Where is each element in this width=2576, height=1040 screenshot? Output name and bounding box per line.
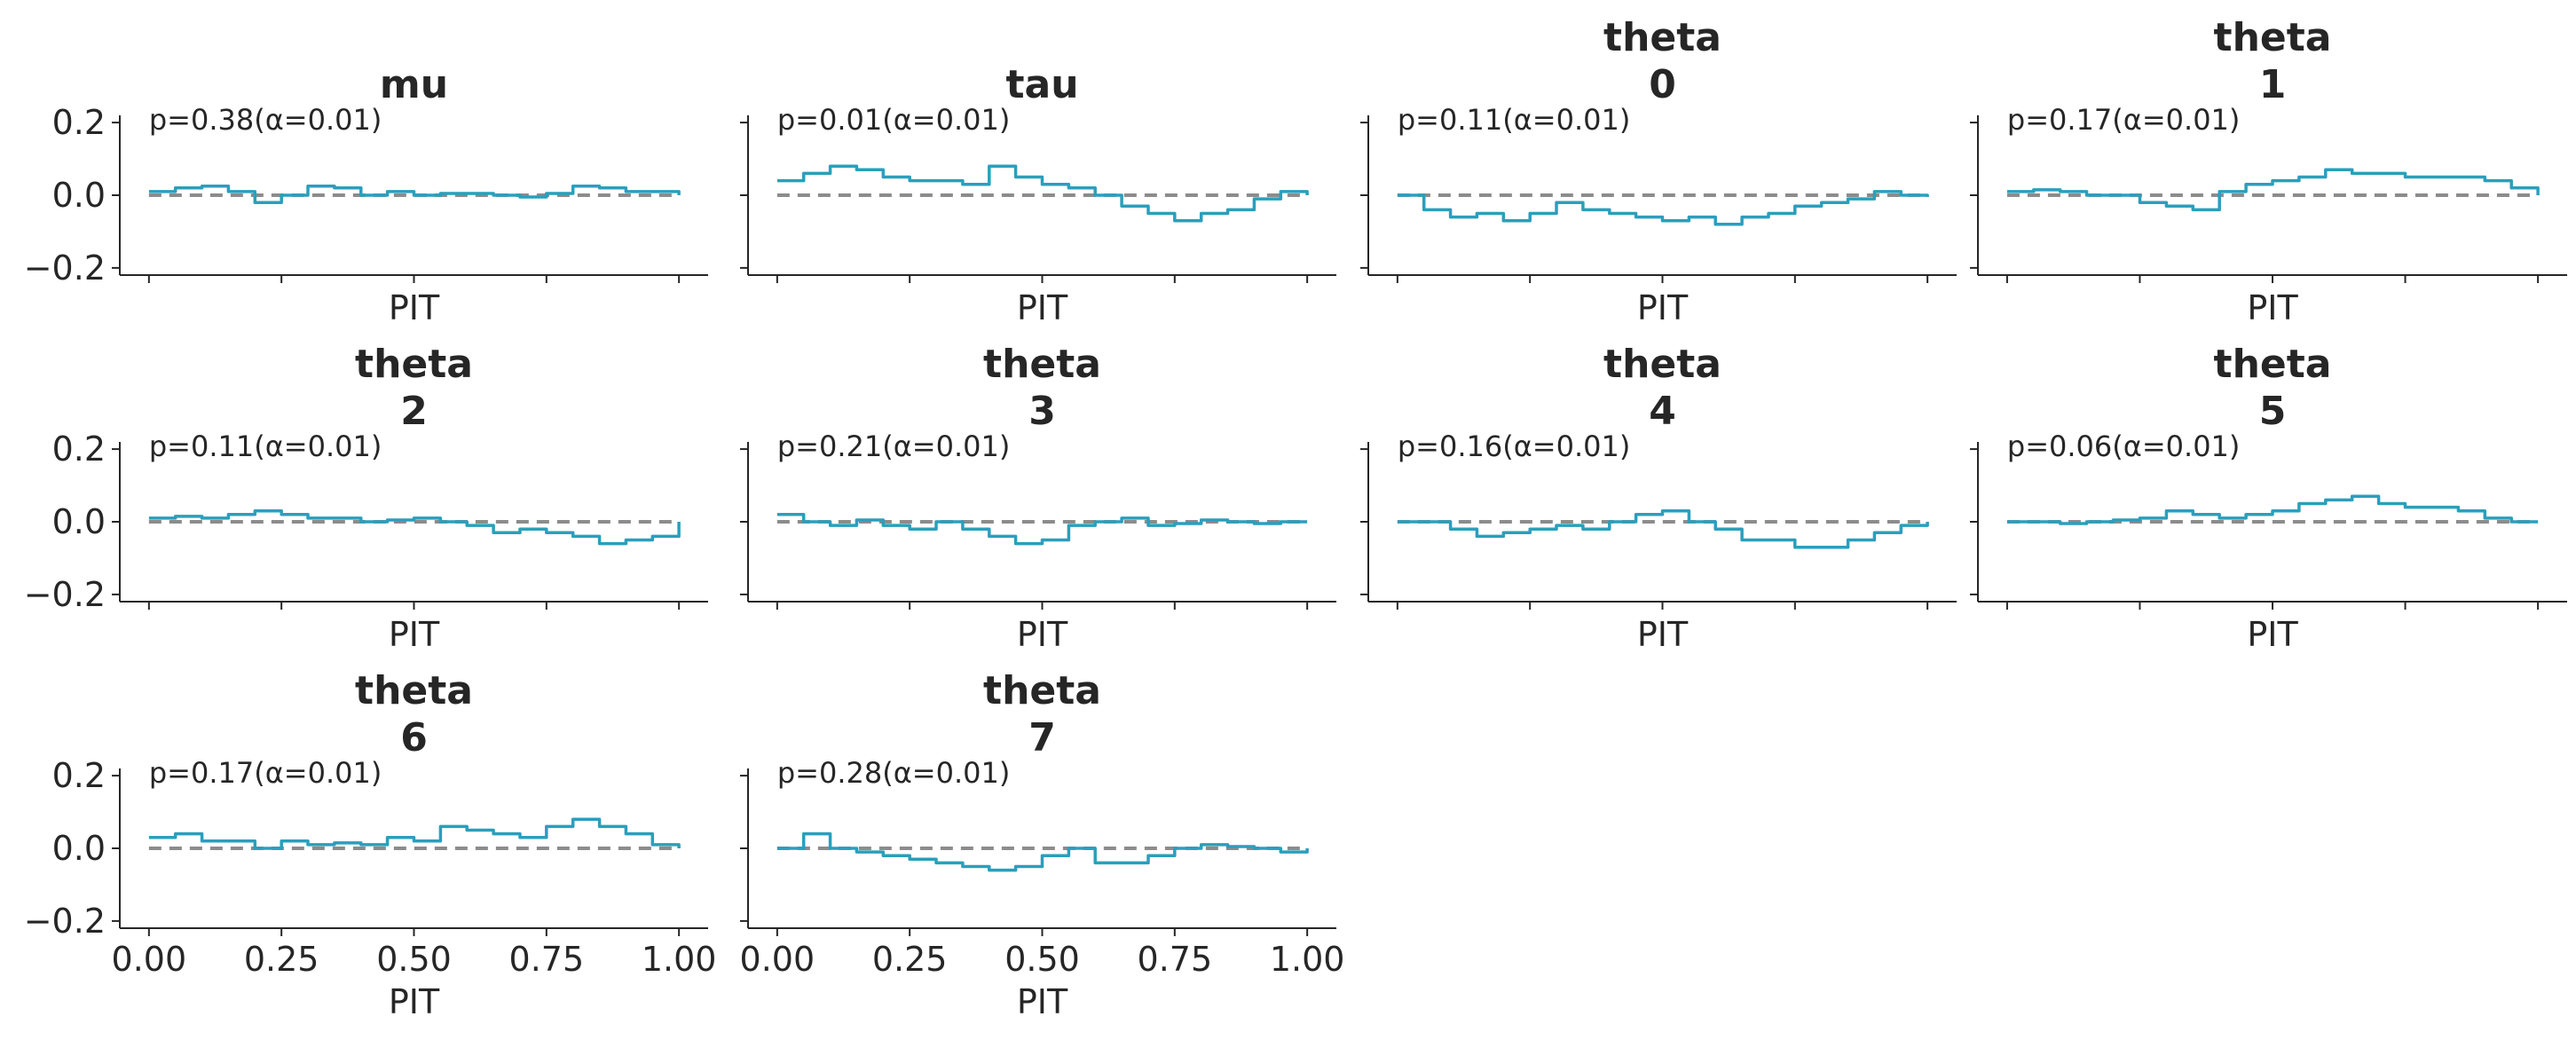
x-tick-label: 0.75 [509, 940, 585, 979]
x-axis-label: PIT [1017, 288, 1068, 327]
x-axis-label: PIT [1637, 288, 1689, 327]
x-axis-label: PIT [1017, 615, 1068, 654]
x-tick-label: 1.00 [1270, 940, 1345, 979]
panel-title: mu [380, 62, 448, 107]
y-tick-label: −0.2 [24, 575, 106, 614]
panel-title: 2 [400, 389, 428, 434]
x-axis-label: PIT [389, 615, 440, 654]
x-tick-label: 1.00 [642, 940, 717, 979]
ecdf-difference-line [148, 508, 681, 546]
p-value-annotation: p=0.16(α=0.01) [1398, 429, 1631, 463]
p-value-annotation: p=0.38(α=0.01) [149, 103, 382, 137]
y-tick-label: −0.2 [24, 902, 106, 941]
p-value-annotation: p=0.28(α=0.01) [777, 756, 1010, 790]
ecdf-difference-line [776, 831, 1309, 872]
p-value-annotation: p=0.17(α=0.01) [149, 756, 382, 790]
panel-title: 1 [2259, 62, 2287, 107]
panel-0: 0.2 0.0 −0.2 PIT mup=0.38(α=0.01) [24, 62, 708, 327]
p-value-annotation: p=0.01(α=0.01) [777, 103, 1010, 137]
ecdf-difference-line [1397, 190, 1929, 226]
panel-title: theta [2214, 342, 2332, 387]
panel-8: 0.2 0.0 −0.20.00 0.25 0.50 0.75 1.00 PIT theta6p… [24, 668, 717, 1021]
y-tick-label: 0.0 [52, 176, 106, 215]
x-axis-label: PIT [2247, 288, 2298, 327]
panel-title: theta [1603, 15, 1721, 60]
panel-title: theta [1603, 342, 1721, 387]
panel-title: 7 [1028, 715, 1056, 760]
p-value-annotation: p=0.06(α=0.01) [2007, 429, 2241, 463]
p-value-annotation: p=0.21(α=0.01) [777, 429, 1010, 463]
ecdf-difference-line [1397, 508, 1929, 549]
panel-title: tau [1005, 62, 1078, 107]
x-tick-label: 0.25 [872, 940, 948, 979]
panel-title: theta [355, 668, 473, 713]
x-tick-label: 0.00 [740, 940, 815, 979]
x-tick-label: 0.50 [376, 940, 452, 979]
panel-title: 6 [400, 715, 428, 760]
y-tick-label: −0.2 [24, 248, 106, 288]
x-axis-label: PIT [389, 982, 440, 1021]
y-tick-label: 0.2 [52, 429, 106, 469]
p-value-annotation: p=0.11(α=0.01) [149, 429, 382, 463]
panel-title: 0 [1649, 62, 1676, 107]
ecdf-difference-line [2006, 494, 2539, 525]
x-tick-label: 0.75 [1138, 940, 1213, 979]
panel-title: theta [983, 342, 1101, 387]
x-tick-label: 0.25 [244, 940, 319, 979]
panel-title: theta [355, 342, 473, 387]
panel-title: 3 [1028, 389, 1056, 434]
p-value-annotation: p=0.11(α=0.01) [1398, 103, 1631, 137]
y-tick-label: 0.2 [52, 756, 106, 795]
panel-title: 4 [1649, 389, 1676, 434]
ecdf-difference-line [2006, 168, 2540, 212]
x-tick-label: 0.50 [1004, 940, 1080, 979]
ecdf-difference-line [776, 513, 1308, 546]
x-tick-label: 0.00 [112, 940, 187, 979]
panel-title: theta [983, 668, 1101, 713]
y-tick-label: 0.0 [52, 829, 106, 868]
ecdf-difference-line [776, 164, 1309, 223]
y-tick-label: 0.2 [52, 103, 106, 142]
ecdf-difference-line [148, 817, 681, 850]
y-tick-label: 0.0 [52, 502, 106, 541]
x-axis-label: PIT [1017, 982, 1068, 1021]
x-axis-label: PIT [2247, 615, 2298, 654]
x-axis-label: PIT [1637, 615, 1689, 654]
panel-title: 5 [2259, 389, 2287, 434]
panel-title: theta [2214, 15, 2332, 60]
p-value-annotation: p=0.17(α=0.01) [2007, 103, 2241, 137]
x-axis-label: PIT [389, 288, 440, 327]
ecdf-difference-line [148, 185, 681, 204]
